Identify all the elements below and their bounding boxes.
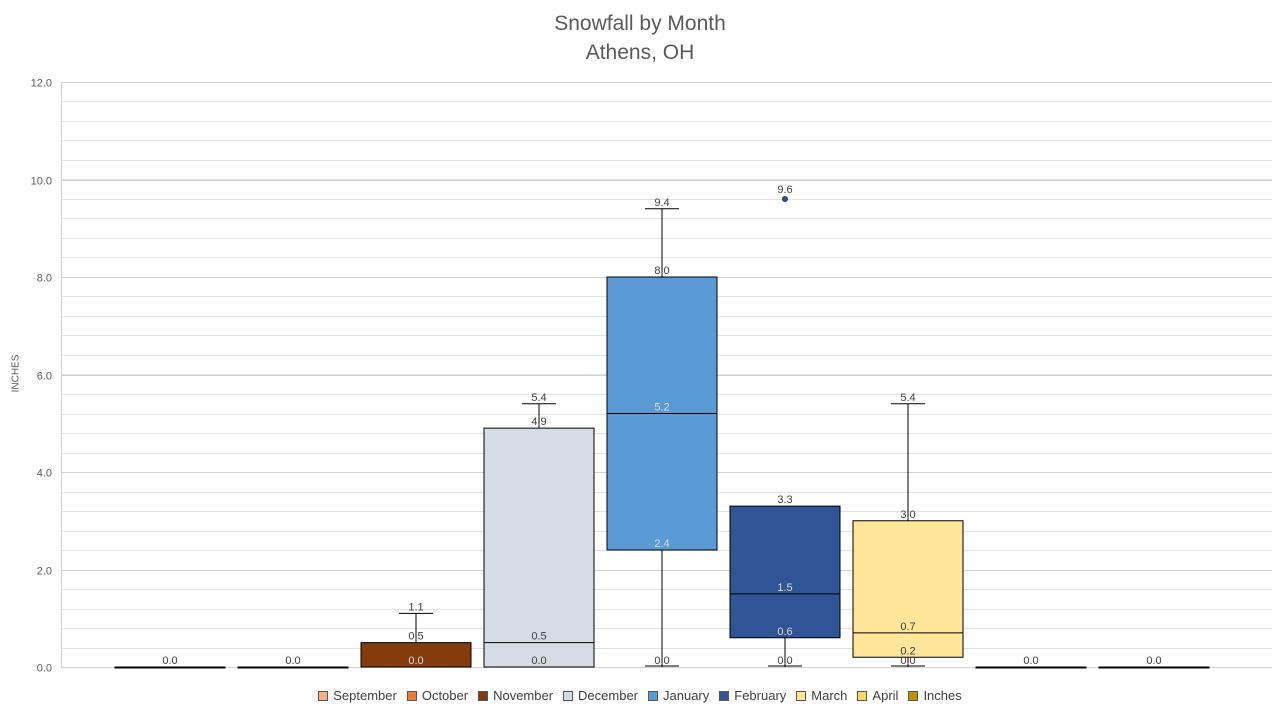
outlier-point — [782, 196, 788, 202]
data-label: 0.0 — [1023, 655, 1038, 667]
data-label: 0.5 — [531, 631, 546, 643]
legend-item: November — [478, 688, 553, 703]
data-label: 0.0 — [900, 655, 915, 667]
data-label: 9.4 — [654, 197, 669, 209]
y-tick-label: 4.0 — [37, 468, 52, 480]
y-tick-label: 0.0 — [37, 663, 52, 675]
data-label: 0.2 — [900, 645, 915, 657]
legend-item: December — [563, 688, 638, 703]
legend-swatch — [406, 690, 417, 701]
legend-label: April — [872, 688, 899, 703]
data-label: 2.4 — [654, 538, 669, 550]
chart-title: Snowfall by Month — [554, 12, 726, 35]
legend-swatch — [857, 690, 868, 701]
data-label: 4.9 — [531, 416, 546, 428]
data-label: 8.0 — [654, 265, 669, 277]
legend-label: December — [578, 688, 639, 703]
box-december — [483, 427, 595, 668]
legend-item: September — [318, 688, 397, 703]
y-tick-label: 2.0 — [37, 566, 52, 578]
legend-item: March — [796, 688, 847, 703]
data-label: 0.6 — [777, 626, 792, 638]
data-label: 5.4 — [900, 392, 915, 404]
legend-label: Inches — [923, 688, 962, 703]
y-tick-label: 6.0 — [37, 371, 52, 383]
legend-label: January — [663, 688, 710, 703]
data-label: 0.0 — [162, 655, 177, 667]
legend-swatch — [648, 690, 659, 701]
y-tick-label: 12.0 — [31, 78, 52, 90]
outlier-label: 9.6 — [777, 184, 792, 196]
legend-label: September — [333, 688, 397, 703]
legend-item: October — [406, 688, 469, 703]
data-label: 3.3 — [777, 494, 792, 506]
data-label: 0.0 — [531, 655, 546, 667]
data-label: 0.0 — [408, 655, 423, 667]
legend-item: April — [857, 688, 898, 703]
y-tick-label: 10.0 — [31, 176, 52, 188]
box-february — [729, 505, 841, 639]
legend-item: Inches — [908, 688, 962, 703]
legend-swatch — [478, 690, 489, 701]
legend-swatch — [563, 690, 574, 701]
data-label: 3.0 — [900, 509, 915, 521]
legend-swatch — [796, 690, 807, 701]
data-label: 0.5 — [408, 631, 423, 643]
data-label: 1.5 — [777, 582, 792, 594]
data-label: 0.0 — [654, 655, 669, 667]
legend: September October November December January F… — [0, 688, 1280, 703]
legend-label: March — [811, 688, 848, 703]
legend-item: January — [648, 688, 709, 703]
data-label: 1.1 — [408, 601, 423, 613]
data-label: 0.0 — [285, 655, 300, 667]
data-label: 0.0 — [777, 655, 792, 667]
legend-label: November — [493, 688, 554, 703]
box-november — [360, 642, 472, 668]
data-label: 0.7 — [900, 621, 915, 633]
chart-subtitle: Athens, OH — [585, 41, 695, 64]
data-label: 5.2 — [654, 402, 669, 414]
legend-swatch — [719, 690, 730, 701]
legend-item: February — [719, 688, 786, 703]
legend-swatch — [908, 690, 919, 701]
legend-label: February — [734, 688, 787, 703]
legend-label: October — [421, 688, 469, 703]
y-tick-label: 8.0 — [37, 273, 52, 285]
data-label: 0.0 — [1146, 655, 1161, 667]
box-march — [852, 520, 964, 658]
data-label: 5.4 — [531, 392, 546, 404]
legend-swatch — [318, 690, 329, 701]
